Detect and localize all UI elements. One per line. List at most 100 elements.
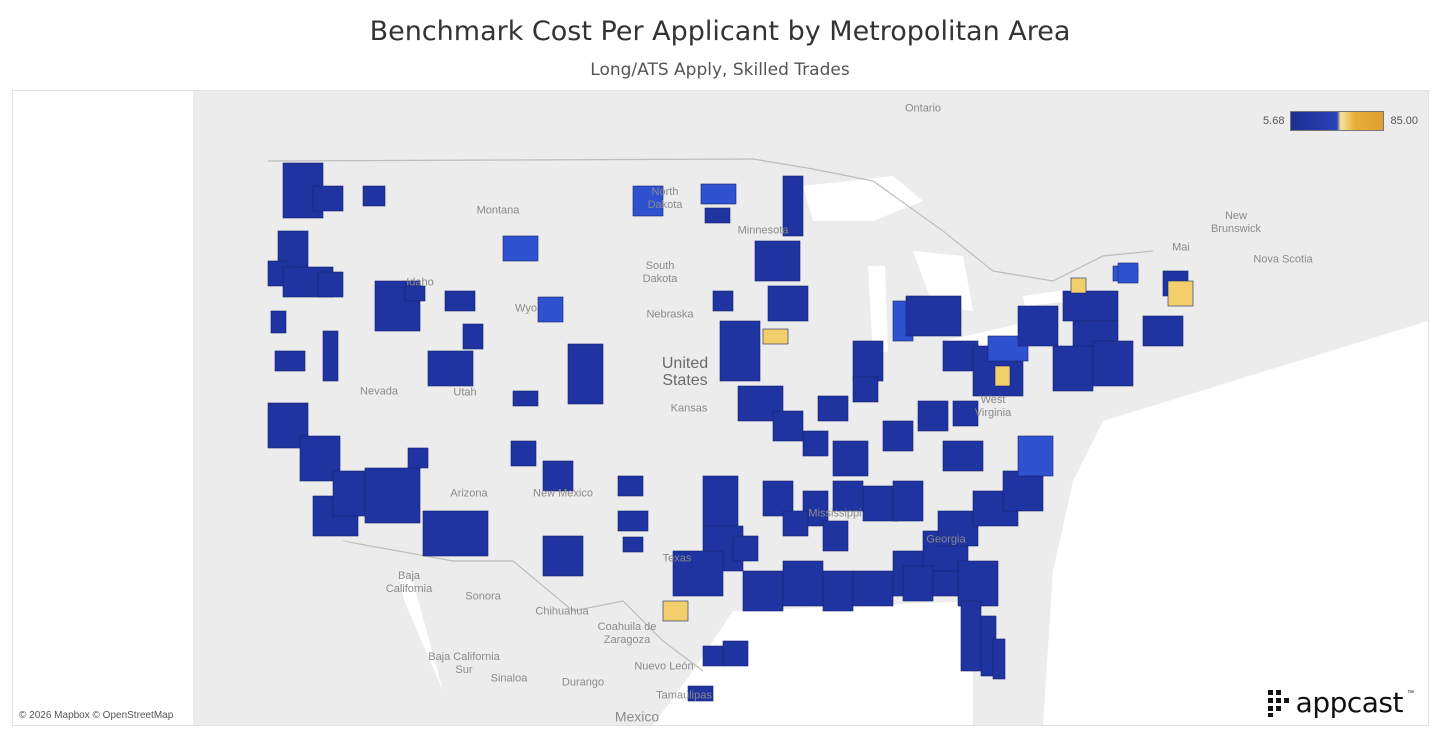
metro-area[interactable]: [762, 328, 789, 345]
metro-area[interactable]: [1142, 315, 1184, 347]
legend-max-label: 85.00: [1390, 115, 1418, 127]
label-durango: Durango: [561, 676, 605, 689]
metro-area[interactable]: [1070, 277, 1087, 294]
metro-area[interactable]: [817, 395, 849, 422]
label-south-dakota: South Dakota: [642, 260, 678, 285]
label-coahuila: Coahuila de Zaragoza: [597, 621, 657, 646]
map-svg[interactable]: [13, 91, 1428, 725]
metro-area[interactable]: [1092, 340, 1134, 387]
metro-area[interactable]: [332, 470, 369, 517]
metro-area[interactable]: [782, 510, 809, 537]
metro-area[interactable]: [702, 475, 739, 527]
metro-area[interactable]: [662, 600, 689, 622]
canada-us-border: [267, 158, 1154, 282]
metro-area[interactable]: [1062, 290, 1119, 322]
metro-area[interactable]: [362, 185, 386, 207]
metro-area[interactable]: [687, 685, 714, 702]
metro-area[interactable]: [537, 296, 564, 323]
metro-area[interactable]: [822, 570, 854, 612]
map-attribution[interactable]: © 2026 Mapbox © OpenStreetMap: [19, 710, 174, 721]
metro-area[interactable]: [700, 183, 737, 205]
metro-area[interactable]: [632, 185, 664, 217]
metro-area[interactable]: [462, 323, 484, 350]
metro-area[interactable]: [767, 285, 809, 322]
metro-area[interactable]: [1017, 435, 1054, 477]
metro-area[interactable]: [832, 480, 864, 512]
metro-area[interactable]: [274, 350, 306, 372]
metro-area[interactable]: [892, 480, 924, 522]
lake-superior: [803, 176, 923, 221]
metro-area[interactable]: [1002, 470, 1044, 512]
metro-area[interactable]: [782, 560, 824, 607]
metro-area[interactable]: [704, 207, 731, 224]
metro-area[interactable]: [942, 440, 984, 472]
label-baja-california: Baja California: [385, 570, 433, 595]
metro-areas[interactable]: [267, 162, 1194, 702]
metro-area[interactable]: [937, 510, 979, 547]
metro-area[interactable]: [822, 520, 849, 552]
metro-area[interactable]: [427, 350, 474, 387]
metro-area[interactable]: [917, 400, 949, 432]
metro-area[interactable]: [512, 390, 539, 407]
metro-area[interactable]: [754, 240, 801, 282]
metro-area[interactable]: [622, 536, 644, 553]
metro-area[interactable]: [407, 447, 429, 469]
us-mexico-border: [342, 540, 704, 672]
metro-area[interactable]: [932, 570, 959, 597]
metro-area[interactable]: [960, 600, 982, 672]
metro-area[interactable]: [719, 320, 761, 382]
metro-area[interactable]: [1117, 262, 1139, 284]
metro-area[interactable]: [802, 430, 829, 457]
metro-area[interactable]: [672, 550, 724, 597]
metro-area[interactable]: [1167, 280, 1194, 307]
metro-area[interactable]: [712, 290, 734, 312]
legend-min-label: 5.68: [1263, 115, 1285, 127]
label-mexico: Mexico: [614, 708, 660, 725]
metro-area[interactable]: [852, 340, 884, 382]
metro-area[interactable]: [832, 440, 869, 477]
metro-area[interactable]: [312, 185, 344, 212]
map-canvas[interactable]: Ontario North Dakota Montana Minnesota S…: [12, 90, 1429, 726]
metro-area[interactable]: [617, 510, 649, 532]
metro-area[interactable]: [510, 440, 537, 467]
label-sinaloa: Sinaloa: [490, 672, 528, 685]
label-mississippi: Mississippi: [808, 507, 862, 520]
metro-area[interactable]: [567, 343, 604, 405]
metro-area[interactable]: [957, 560, 999, 607]
metro-area[interactable]: [364, 467, 421, 524]
metro-area[interactable]: [317, 271, 344, 298]
metro-area[interactable]: [422, 510, 489, 557]
metro-area[interactable]: [862, 485, 899, 522]
metro-area[interactable]: [762, 480, 794, 517]
metro-area[interactable]: [502, 235, 539, 262]
metro-area[interactable]: [542, 535, 584, 577]
metro-area[interactable]: [772, 410, 804, 442]
label-nuevo-leon: Nuevo León: [634, 660, 694, 673]
metro-area[interactable]: [444, 290, 476, 312]
atlantic-ocean: [1043, 321, 1428, 725]
metro-area[interactable]: [902, 565, 934, 602]
metro-area[interactable]: [942, 340, 979, 372]
metro-area[interactable]: [952, 400, 979, 427]
metro-area[interactable]: [782, 175, 804, 237]
metro-area[interactable]: [732, 535, 759, 562]
metro-area[interactable]: [617, 475, 644, 497]
metro-area[interactable]: [992, 638, 1006, 680]
metro-area[interactable]: [722, 640, 749, 667]
metro-area[interactable]: [852, 570, 894, 607]
metro-area[interactable]: [742, 570, 784, 612]
metro-area[interactable]: [404, 285, 426, 302]
metro-area[interactable]: [270, 310, 287, 334]
metro-area[interactable]: [1052, 345, 1094, 392]
metro-area[interactable]: [994, 365, 1011, 387]
metro-area[interactable]: [852, 376, 879, 403]
gulf-of-mexico: [653, 601, 973, 725]
metro-area[interactable]: [542, 460, 574, 492]
metro-area[interactable]: [322, 330, 339, 382]
label-arizona: Arizona: [450, 487, 488, 500]
metro-area[interactable]: [905, 295, 962, 337]
label-united-states: United States: [661, 355, 709, 389]
metro-area[interactable]: [702, 645, 724, 667]
metro-area[interactable]: [1017, 305, 1059, 347]
metro-area[interactable]: [882, 420, 914, 452]
